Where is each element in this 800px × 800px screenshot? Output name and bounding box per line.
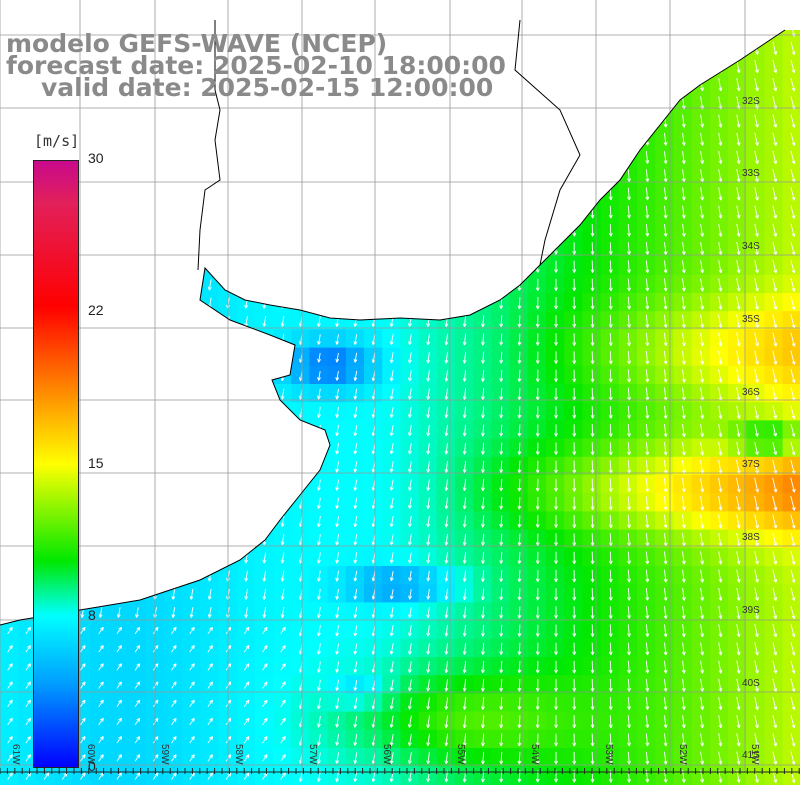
lon-label: 59W	[159, 744, 170, 765]
country-border	[514, 19, 581, 266]
forecast-date: forecast date: 2025-02-10 18:00:00	[6, 51, 506, 80]
lat-label: 32S	[742, 96, 760, 107]
lon-label: 52W	[677, 744, 688, 765]
lat-label: 39S	[742, 605, 760, 616]
lat-lon-grid	[0, 0, 800, 772]
lat-label: 36S	[742, 387, 760, 398]
lat-label: 37S	[742, 459, 760, 470]
valid-date: valid date: 2025-02-15 12:00:00	[41, 73, 494, 102]
lon-label: 54W	[529, 744, 540, 765]
country-border	[197, 20, 221, 271]
axis-ticks	[0, 768, 800, 774]
model-title: modelo GEFS-WAVE (NCEP)	[6, 29, 388, 58]
colorbar-tick-8: 8	[88, 607, 96, 623]
colorbar	[33, 160, 79, 768]
lat-label: 35S	[742, 314, 760, 325]
lon-label: 55W	[455, 744, 466, 765]
wind-speed-field	[0, 30, 800, 785]
lon-label: 60W	[85, 744, 96, 765]
lat-label: 34S	[742, 241, 760, 252]
lat-label: 33S	[742, 168, 760, 179]
colorbar-tick-22: 22	[88, 302, 104, 318]
lon-label: 57W	[307, 744, 318, 765]
colorbar-unit: [m/s]	[34, 132, 80, 150]
lon-label: 56W	[381, 744, 392, 765]
lat-label: 41S	[742, 750, 760, 761]
colorbar-tick-0: 0	[88, 758, 96, 774]
lat-label: 40S	[742, 678, 760, 689]
lon-label: 58W	[233, 744, 244, 765]
lon-label: 61W	[10, 744, 21, 765]
coastline	[0, 29, 786, 626]
lat-label: 38S	[742, 532, 760, 543]
lon-label: 51W	[749, 744, 760, 765]
colorbar-tick-30: 30	[88, 150, 104, 166]
colorbar-tick-15: 15	[88, 455, 104, 471]
lon-label: 53W	[603, 744, 614, 765]
